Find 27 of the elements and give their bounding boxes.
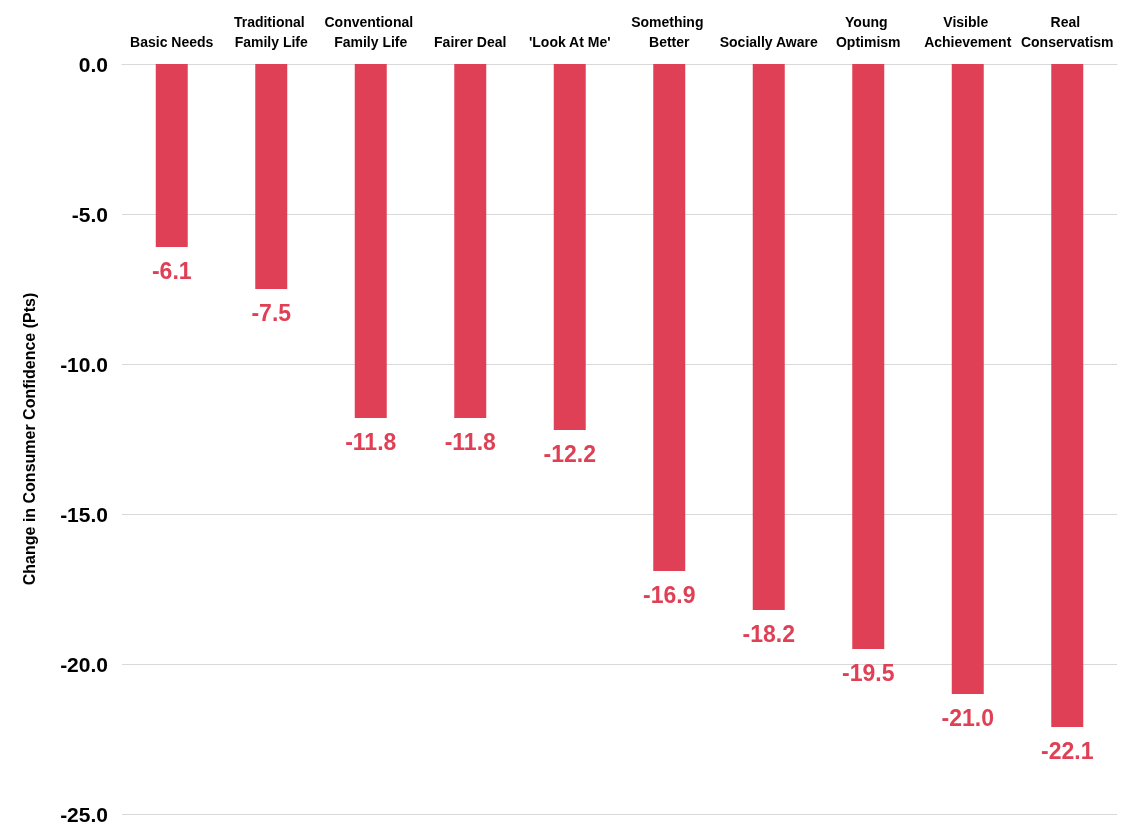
x-tick-label: Conventional Family Life — [324, 14, 418, 50]
x-tick-label: Socially Aware — [719, 34, 818, 50]
y-tick-label: -15.0 — [60, 502, 108, 526]
x-tick-label: Real Conservatism — [1020, 14, 1114, 50]
data-label: -11.8 — [345, 428, 397, 455]
data-label: -6.1 — [151, 257, 192, 284]
data-label: -12.2 — [543, 440, 596, 467]
y-tick-label: -20.0 — [60, 652, 108, 676]
y-tick-label: -25.0 — [60, 802, 108, 826]
x-tick-label: Basic Needs — [130, 34, 214, 50]
y-tick-label: -5.0 — [71, 202, 108, 226]
data-label: -7.5 — [251, 299, 292, 326]
data-label: -18.2 — [742, 620, 795, 647]
y-tick-label: 0.0 — [78, 52, 108, 76]
data-label: -16.9 — [643, 581, 696, 608]
data-label: -19.5 — [842, 659, 895, 686]
data-label: -22.1 — [1041, 737, 1094, 764]
x-tick-label: Something Better — [631, 14, 708, 50]
data-label: -11.8 — [444, 428, 497, 455]
data-label: -21.0 — [941, 704, 994, 731]
y-axis-title: Change in Consumer Confidence (Pts) — [20, 292, 38, 586]
x-tick-label: 'Look At Me' — [528, 34, 611, 50]
x-tick-label: Fairer Deal — [434, 34, 507, 50]
y-tick-label: -10.0 — [60, 352, 108, 376]
x-tick-label: Young Optimism — [835, 14, 901, 50]
x-tick-label: Traditional Family Life — [233, 14, 309, 50]
x-tick-label: Visible Achievement — [924, 14, 1012, 50]
